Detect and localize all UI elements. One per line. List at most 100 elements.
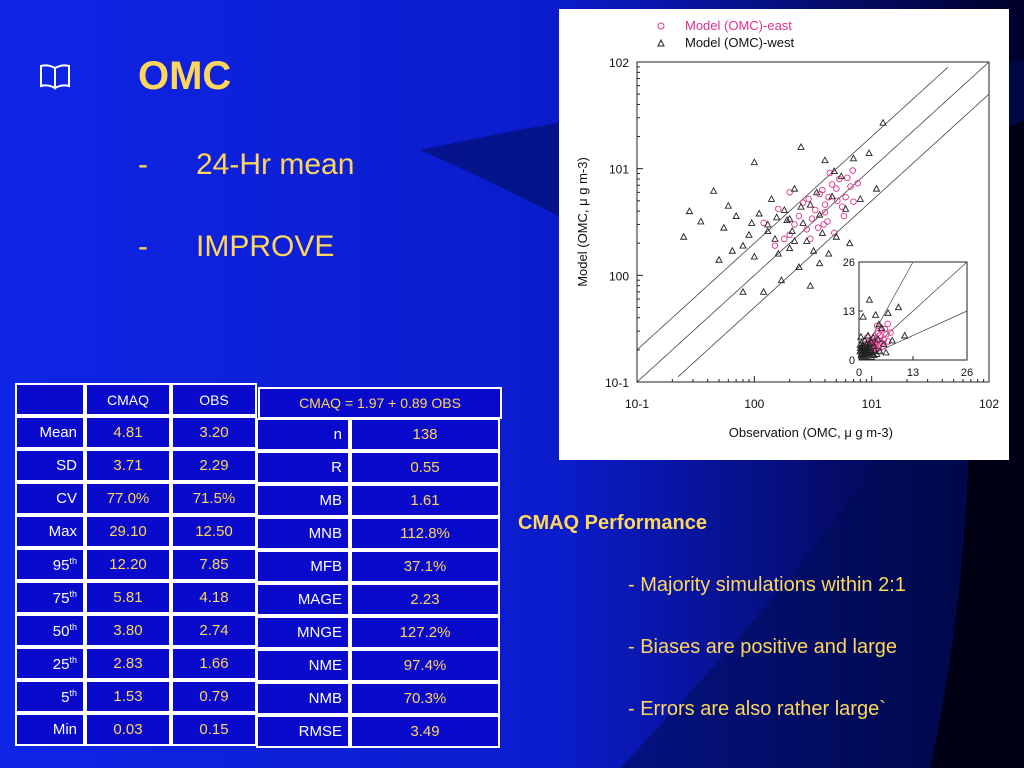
- x-axis-label-text: Observation (OMC, μ g m-3): [729, 425, 893, 440]
- metrics-row: MFB 37.1%: [256, 550, 500, 583]
- stats-row-label: 5th: [15, 680, 85, 713]
- metrics-row: RMSE 3.49: [256, 715, 500, 748]
- data-points: [679, 118, 887, 295]
- metrics-label: MFB: [256, 550, 350, 583]
- east-point: [854, 179, 861, 187]
- legend-east-marker: [657, 22, 665, 30]
- inset-west-point: [859, 344, 867, 352]
- east-point: [814, 224, 822, 231]
- inset-west-point: [869, 333, 877, 341]
- legend-west-label: Model (OMC)-west: [685, 35, 794, 50]
- metrics-row: MNGE 127.2%: [256, 616, 500, 649]
- east-point: [840, 212, 848, 220]
- y-tick-label: 10-1: [605, 376, 629, 390]
- y-tick-label: 101: [609, 163, 629, 177]
- east-point: [781, 235, 788, 243]
- west-point: [747, 218, 756, 226]
- east-point: [805, 195, 812, 203]
- west-point: [841, 204, 850, 212]
- performance-heading: CMAQ Performance: [518, 512, 707, 534]
- inset-west-point: [864, 331, 872, 339]
- stats-cell-obs: 1.66: [171, 647, 257, 680]
- west-point: [799, 218, 807, 226]
- west-point: [832, 232, 841, 240]
- book-icon: [40, 64, 70, 90]
- metrics-value: 127.2%: [350, 616, 500, 649]
- metrics-row: n 138: [256, 418, 500, 451]
- stats-label-text: 95: [52, 556, 70, 574]
- west-point: [745, 230, 753, 238]
- west-point: [763, 227, 772, 235]
- inset-y-tick-label: 26: [843, 257, 855, 269]
- east-point: [820, 221, 827, 228]
- stats-header-row: CMAQ OBS: [15, 383, 257, 416]
- scatter-chart: Model (OMC)-east Model (OMC)-west 10-110…: [575, 18, 999, 440]
- stats-cell-obs: 71.5%: [171, 482, 257, 515]
- west-point: [821, 156, 829, 164]
- stats-row: 50th 3.80 2.74: [15, 614, 257, 647]
- east-point: [824, 218, 831, 225]
- inset-east-point: [874, 322, 881, 329]
- metrics-table: n 138 R 0.55 MB 1.61 MNB 112.8% MFB 37.1% MAGE 2.23…: [256, 418, 500, 748]
- inset-y-tick-label: 0: [849, 355, 855, 367]
- inset-west-point: [878, 324, 886, 331]
- stats-row: 25th 2.83 1.66: [15, 647, 257, 680]
- stats-label-text: 25: [52, 655, 70, 673]
- metrics-row: R 0.55: [256, 451, 500, 484]
- inset-west-point: [861, 342, 870, 350]
- bullet-24hr: -24-Hr mean: [138, 148, 355, 181]
- west-point: [856, 195, 865, 202]
- stats-label-sup: th: [69, 687, 77, 698]
- stats-cell-obs: 0.15: [171, 713, 257, 746]
- inset-west-point: [874, 335, 882, 343]
- stats-header-cmaq: CMAQ: [85, 383, 171, 416]
- stats-label-text: Max: [48, 523, 77, 540]
- metrics-label: NME: [256, 649, 350, 682]
- stats-label-text: SD: [56, 457, 77, 474]
- west-point: [697, 217, 705, 225]
- west-point: [750, 252, 759, 260]
- east-point: [775, 205, 782, 213]
- stats-cell-cmaq: 12.20: [85, 548, 171, 581]
- metrics-row: NME 97.4%: [256, 649, 500, 682]
- stats-cell-cmaq: 3.80: [85, 614, 171, 647]
- inset-west-point: [900, 331, 909, 339]
- east-point: [850, 198, 857, 205]
- inset-plot: 00 13 13 26 26: [843, 257, 973, 379]
- inset-west-point: [880, 340, 888, 348]
- west-point: [797, 142, 805, 150]
- stats-label-sup: th: [69, 555, 77, 566]
- west-point: [790, 237, 799, 244]
- east-point: [819, 186, 826, 194]
- west-point: [828, 192, 836, 200]
- axis-ticks: 10-1 10-1 100 100 101 101 102 102: [605, 56, 999, 411]
- bullet-text: 24-Hr mean: [196, 148, 355, 181]
- bullet-improve: - IMPROVE: [138, 230, 335, 263]
- west-point: [767, 195, 776, 202]
- west-point: [720, 223, 728, 231]
- stats-label-text: 50: [52, 622, 70, 640]
- stats-row-label: 50th: [15, 614, 85, 647]
- west-point: [763, 220, 772, 228]
- inset-west-point: [857, 349, 866, 357]
- west-point: [755, 209, 763, 217]
- east-point: [826, 169, 834, 177]
- stats-row-label: Min: [15, 713, 85, 746]
- west-point: [795, 262, 803, 270]
- stats-row: 5th 1.53 0.79: [15, 680, 257, 713]
- stats-cell-obs: 7.85: [171, 548, 257, 581]
- metrics-row: MB 1.61: [256, 484, 500, 517]
- east-point: [799, 199, 807, 206]
- east-point: [803, 226, 811, 233]
- stats-row-label: 25th: [15, 647, 85, 680]
- x-tick-label: 100: [744, 397, 764, 411]
- west-point: [809, 246, 818, 254]
- stats-row: CV 77.0% 71.5%: [15, 482, 257, 515]
- stats-cell-cmaq: 77.0%: [85, 482, 171, 515]
- west-point: [797, 202, 805, 210]
- stats-cell-cmaq: 29.10: [85, 515, 171, 548]
- stats-row-label: Mean: [15, 416, 85, 449]
- west-point: [774, 249, 783, 257]
- stats-cell-cmaq: 5.81: [85, 581, 171, 614]
- west-point: [812, 188, 821, 196]
